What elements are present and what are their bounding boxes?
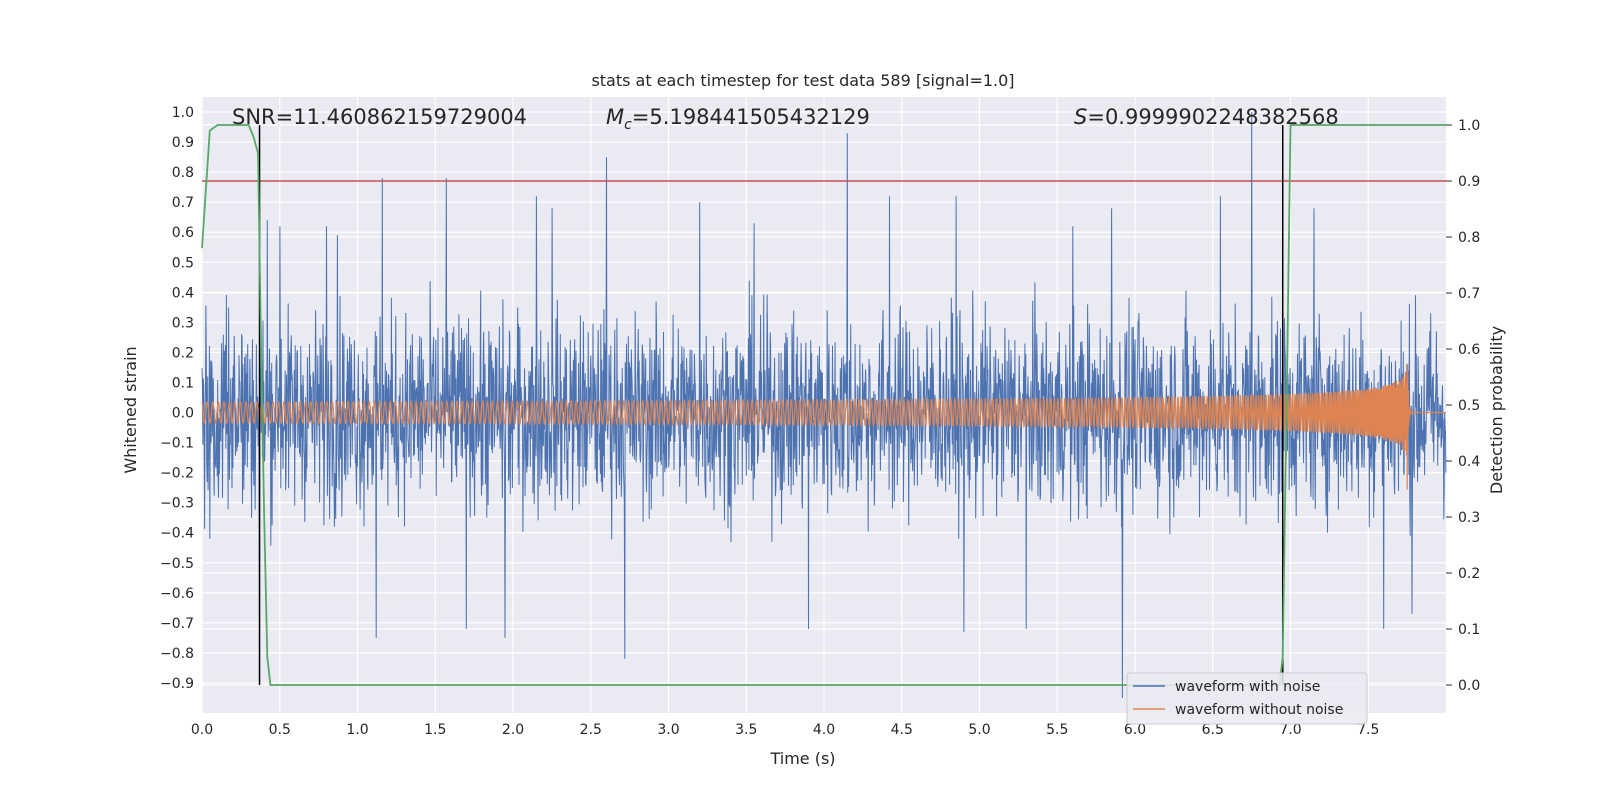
legend-label-clean: waveform without noise	[1175, 702, 1343, 718]
x-tick-label: 4.5	[891, 722, 913, 738]
y2-tick-label: 0.3	[1458, 510, 1480, 526]
y2-tick-label: 0.9	[1458, 174, 1480, 190]
x-axis-label: Time (s)	[769, 749, 835, 768]
y2-tick-label: 0.4	[1458, 454, 1480, 470]
chirp-mass-symbol: M	[606, 105, 624, 129]
x-tick-label: 6.0	[1124, 722, 1146, 738]
y-tick-label: 0.4	[172, 285, 194, 301]
y-tick-label: −0.1	[160, 436, 194, 452]
legend-box	[1126, 672, 1368, 725]
significance-symbol: S	[1074, 105, 1087, 129]
y2-tick-label: 0.1	[1458, 622, 1480, 638]
y-tick-label: 0.0	[172, 406, 194, 422]
y-tick-label: 0.7	[172, 195, 194, 211]
x-tick-label: 1.0	[346, 722, 368, 738]
y-tick-label: 0.3	[172, 315, 194, 331]
x-tick-label: 0.0	[191, 722, 213, 738]
x-tick-label: 7.0	[1279, 722, 1301, 738]
y2-axis-ticks: 0.0 0.1 0.2 0.3 0.4 0.5 0.6 0.7 0.8 0.9 1.0	[1446, 118, 1480, 694]
y2-tick-label: 0.0	[1458, 678, 1480, 694]
y-tick-label: 0.6	[172, 225, 194, 241]
y-tick-label: −0.4	[160, 526, 194, 542]
y-tick-label: −0.5	[160, 556, 194, 572]
y2-tick-label: 1.0	[1458, 118, 1480, 134]
snr-annotation: SNR=11.460862159729004	[232, 105, 527, 129]
y-tick-label: −0.9	[160, 676, 194, 692]
y-tick-label: −0.7	[160, 616, 194, 632]
chirp-mass-annotation: Mc=5.198441505432129	[606, 105, 870, 133]
y2-tick-label: 0.8	[1458, 230, 1480, 246]
x-tick-label: 5.5	[1046, 722, 1068, 738]
y-tick-label: 0.1	[172, 375, 194, 391]
x-tick-label: 1.5	[424, 722, 446, 738]
y2-tick-label: 0.6	[1458, 342, 1480, 358]
y-tick-label: 1.0	[172, 105, 194, 121]
x-tick-label: 7.5	[1357, 722, 1379, 738]
x-tick-label: 2.5	[580, 722, 602, 738]
y2-tick-label: 0.7	[1458, 286, 1480, 302]
chirp-mass-subscript: c	[624, 117, 632, 133]
y-axis-ticks: −0.9 −0.8 −0.7 −0.6 −0.5 −0.4 −0.3 −0.2 −0.1 0.0 0…	[160, 105, 194, 692]
x-tick-label: 4.0	[813, 722, 835, 738]
y-tick-label: 0.5	[172, 255, 194, 271]
significance-annotation: S=0.9999902248382568	[1074, 105, 1339, 129]
x-tick-label: 3.5	[735, 722, 757, 738]
y-tick-label: −0.3	[160, 496, 194, 512]
x-tick-label: 6.5	[1202, 722, 1224, 738]
significance-value: =0.9999902248382568	[1087, 105, 1338, 129]
x-tick-label: 5.0	[968, 722, 990, 738]
y-axis-label: Whitened strain	[121, 346, 140, 473]
series-waveform-without-noise	[201, 363, 1446, 490]
chart-title: stats at each timestep for test data 589…	[591, 71, 1014, 90]
y2-tick-label: 0.5	[1458, 398, 1480, 414]
y-tick-label: 0.9	[172, 135, 194, 151]
y2-tick-label: 0.2	[1458, 566, 1480, 582]
y-tick-label: 0.8	[172, 165, 194, 181]
legend-label-noise: waveform with noise	[1175, 679, 1320, 695]
x-tick-label: 2.0	[502, 722, 524, 738]
x-axis-ticks: 0.0 0.5 1.0 1.5 2.0 2.5 3.0 3.5 4.0 4.5 5.0 5.5 6.0 6…	[191, 722, 1380, 738]
y2-axis-label: Detection probability	[1487, 326, 1506, 494]
y-tick-label: −0.8	[160, 646, 194, 662]
y-tick-label: −0.2	[160, 466, 194, 482]
y-tick-label: 0.2	[172, 345, 194, 361]
chirp-mass-value: =5.198441505432129	[632, 105, 870, 129]
legend: waveform with noise waveform without noi…	[1126, 672, 1368, 725]
series-detection-probability	[201, 124, 1446, 686]
x-tick-label: 3.0	[657, 722, 679, 738]
y-tick-label: −0.6	[160, 586, 194, 602]
plot-area	[201, 111, 1447, 699]
x-tick-label: 0.5	[269, 722, 291, 738]
